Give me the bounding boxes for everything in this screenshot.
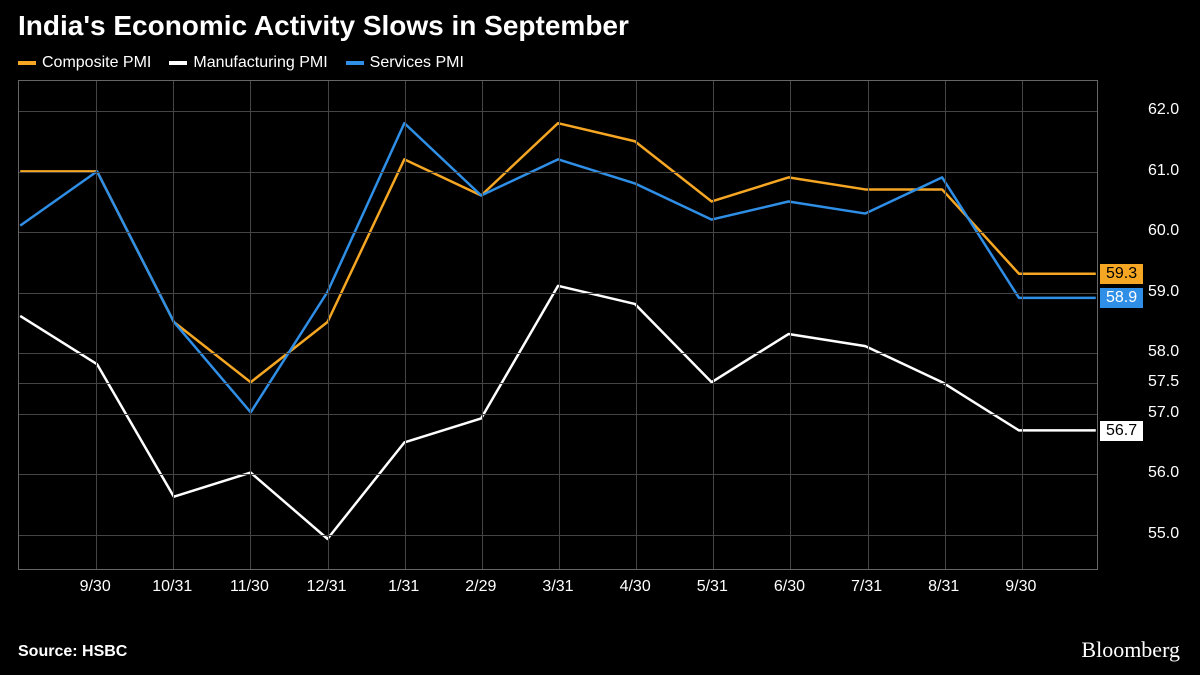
gridline-vertical: [1022, 81, 1023, 569]
source-attribution: Source: HSBC: [18, 643, 127, 661]
series-line: [20, 286, 1096, 539]
series-line: [20, 123, 1096, 382]
x-tick-label: 4/30: [620, 578, 651, 596]
series-end-label: 56.7: [1100, 421, 1143, 441]
gridline-horizontal: [19, 111, 1097, 112]
chart-area: 9/30 10/31 11/30 12/31 1/31 2/29 3/31 4/30 5/31 6…: [0, 80, 1200, 620]
x-tick-label: 9/30: [1005, 578, 1036, 596]
x-tick-label: 10/31: [152, 578, 192, 596]
gridline-vertical: [790, 81, 791, 569]
x-tick-label: 12/31: [307, 578, 347, 596]
y-tick-label: 57.0: [1148, 404, 1179, 422]
chart-title: India's Economic Activity Slows in Septe…: [18, 10, 629, 42]
brand-wordmark: Bloomberg: [1081, 637, 1180, 663]
legend-swatch: [169, 61, 187, 65]
x-tick-label: 1/31: [388, 578, 419, 596]
y-tick-label: 62.0: [1148, 101, 1179, 119]
x-tick-label: 7/31: [851, 578, 882, 596]
y-tick-label: 57.5: [1148, 373, 1179, 391]
y-tick-label: 60.0: [1148, 222, 1179, 240]
gridline-vertical: [405, 81, 406, 569]
x-tick-label: 9/30: [80, 578, 111, 596]
gridline-horizontal: [19, 232, 1097, 233]
series-end-label: 58.9: [1100, 288, 1143, 308]
gridline-horizontal: [19, 293, 1097, 294]
gridline-horizontal: [19, 535, 1097, 536]
legend-label: Composite PMI: [42, 54, 151, 72]
gridline-horizontal: [19, 414, 1097, 415]
y-tick-label: 55.0: [1148, 525, 1179, 543]
x-tick-label: 8/31: [928, 578, 959, 596]
legend-item-services: Services PMI: [346, 54, 464, 72]
legend-label: Manufacturing PMI: [193, 54, 327, 72]
gridline-horizontal: [19, 172, 1097, 173]
legend-label: Services PMI: [370, 54, 464, 72]
x-tick-label: 11/30: [230, 578, 269, 596]
gridline-horizontal: [19, 353, 1097, 354]
series-end-label: 59.3: [1100, 264, 1143, 284]
plot-area: [18, 80, 1098, 570]
gridline-vertical: [868, 81, 869, 569]
legend-swatch: [18, 61, 36, 65]
gridline-vertical: [173, 81, 174, 569]
gridline-vertical: [482, 81, 483, 569]
legend-item-manufacturing: Manufacturing PMI: [169, 54, 327, 72]
gridline-vertical: [559, 81, 560, 569]
legend-swatch: [346, 61, 364, 65]
y-tick-label: 56.0: [1148, 464, 1179, 482]
legend-item-composite: Composite PMI: [18, 54, 151, 72]
x-tick-label: 2/29: [465, 578, 496, 596]
gridline-vertical: [250, 81, 251, 569]
gridline-vertical: [328, 81, 329, 569]
y-tick-label: 59.0: [1148, 283, 1179, 301]
x-tick-label: 3/31: [542, 578, 573, 596]
series-line: [20, 123, 1096, 412]
y-tick-label: 58.0: [1148, 343, 1179, 361]
y-tick-label: 61.0: [1148, 162, 1179, 180]
gridline-vertical: [945, 81, 946, 569]
x-tick-label: 6/30: [774, 578, 805, 596]
gridline-vertical: [96, 81, 97, 569]
line-series-svg: [19, 81, 1097, 569]
gridline-vertical: [713, 81, 714, 569]
gridline-horizontal: [19, 383, 1097, 384]
gridline-vertical: [636, 81, 637, 569]
legend: Composite PMI Manufacturing PMI Services…: [18, 54, 464, 72]
x-tick-label: 5/31: [697, 578, 728, 596]
gridline-horizontal: [19, 474, 1097, 475]
